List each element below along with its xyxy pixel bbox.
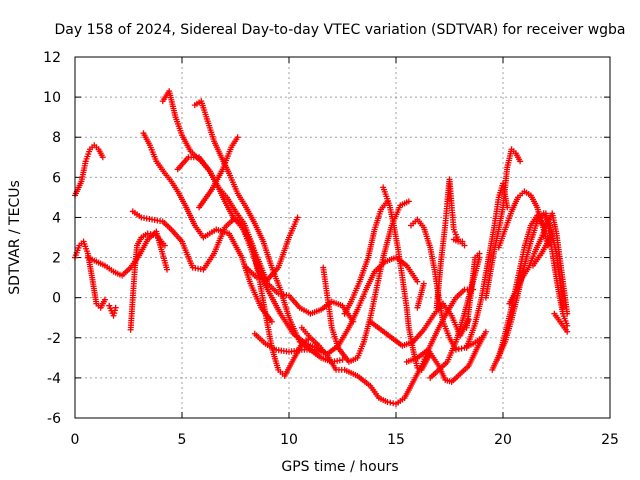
data-point bbox=[405, 198, 412, 205]
series-track-06 bbox=[129, 208, 237, 273]
data-point bbox=[458, 345, 465, 352]
y-tick-label: 8 bbox=[52, 130, 61, 146]
data-point bbox=[384, 398, 391, 405]
data-point bbox=[268, 318, 275, 325]
series-track-21 bbox=[414, 280, 427, 311]
series-track-08 bbox=[159, 88, 325, 353]
series-track-05 bbox=[127, 230, 168, 333]
series-track-02 bbox=[72, 238, 108, 311]
y-tick-label: 6 bbox=[52, 170, 61, 186]
data-point bbox=[517, 158, 524, 165]
y-tick-label: 12 bbox=[43, 50, 61, 66]
series-track-04 bbox=[106, 302, 119, 319]
y-tick-label: 0 bbox=[52, 291, 61, 307]
series-track-11 bbox=[196, 134, 241, 211]
data-point bbox=[111, 310, 118, 317]
series-track-23 bbox=[433, 176, 468, 311]
data-point bbox=[294, 214, 301, 221]
y-tick-label: -6 bbox=[47, 411, 61, 427]
x-tick-label: 15 bbox=[387, 432, 405, 448]
data-point bbox=[164, 266, 171, 273]
data-layer bbox=[72, 88, 571, 407]
data-point bbox=[461, 242, 468, 249]
series-track-32 bbox=[506, 210, 571, 317]
y-tick-label: -2 bbox=[47, 331, 61, 347]
data-point bbox=[465, 316, 472, 323]
series-track-03 bbox=[84, 228, 171, 279]
data-point bbox=[390, 400, 397, 407]
data-point bbox=[144, 230, 151, 237]
data-point bbox=[110, 312, 117, 319]
series-track-22 bbox=[403, 328, 489, 385]
series-track-18 bbox=[367, 300, 472, 349]
data-point bbox=[111, 307, 118, 314]
data-point bbox=[101, 296, 108, 303]
plot-area-border bbox=[74, 56, 611, 419]
data-point bbox=[482, 328, 489, 335]
data-point bbox=[339, 356, 346, 363]
data-point bbox=[161, 242, 168, 249]
data-point bbox=[387, 399, 394, 406]
series-track-13 bbox=[251, 254, 421, 357]
data-point bbox=[476, 250, 483, 257]
series-track-24 bbox=[450, 236, 466, 245]
x-axis-label: GPS time / hours bbox=[281, 459, 398, 475]
series-track-34 bbox=[542, 210, 571, 329]
data-point bbox=[414, 278, 421, 285]
y-tick-label: 2 bbox=[52, 251, 61, 267]
y-tick-label: 4 bbox=[52, 210, 61, 226]
grid-layer bbox=[75, 57, 610, 418]
data-point bbox=[452, 346, 459, 353]
data-point bbox=[99, 154, 106, 161]
data-point bbox=[420, 280, 427, 287]
data-point bbox=[147, 231, 154, 238]
data-point bbox=[455, 346, 462, 353]
data-point bbox=[234, 134, 241, 141]
tick-layer: 0 5 10 15 20 25 -6 -4 -2 0 2 4 6 8 10 12 bbox=[43, 50, 619, 448]
x-tick-label: 0 bbox=[71, 432, 80, 448]
series-track-14 bbox=[243, 214, 301, 283]
y-tick-label: 10 bbox=[43, 90, 61, 106]
x-tick-label: 25 bbox=[601, 432, 619, 448]
series-track-35 bbox=[551, 310, 571, 335]
series-track-01 bbox=[72, 142, 106, 199]
x-tick-label: 5 bbox=[178, 432, 187, 448]
data-point bbox=[150, 231, 157, 238]
chart-title: Day 158 of 2024, Sidereal Day-to-day VTE… bbox=[54, 22, 625, 38]
data-point bbox=[564, 328, 571, 335]
y-axis-label: SDTVAR / TECUs bbox=[7, 180, 23, 295]
series-track-26 bbox=[463, 250, 483, 331]
series-track-17 bbox=[341, 198, 391, 317]
data-point bbox=[112, 304, 119, 311]
series-track-28 bbox=[482, 146, 524, 301]
series-track-31 bbox=[495, 188, 551, 251]
x-tick-label: 10 bbox=[280, 432, 298, 448]
x-tick-label: 20 bbox=[494, 432, 512, 448]
data-point bbox=[459, 238, 466, 245]
y-tick-label: -4 bbox=[47, 371, 61, 387]
series-track-07 bbox=[140, 130, 275, 325]
